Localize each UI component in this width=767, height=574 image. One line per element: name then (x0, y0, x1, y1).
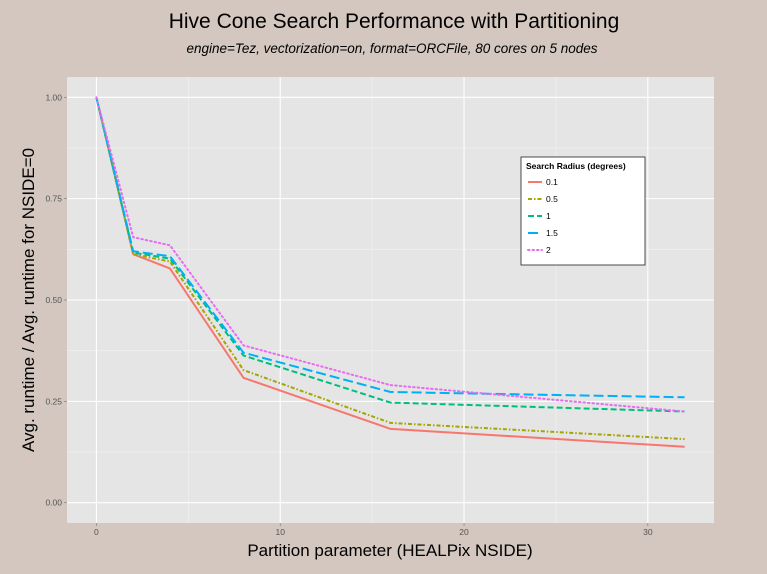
x-tick-label: 0 (94, 527, 99, 537)
legend-title: Search Radius (degrees) (526, 161, 626, 171)
legend-label: 0.5 (546, 194, 558, 204)
series-line-1-5 (95, 97, 685, 399)
x-tick-label: 10 (275, 527, 285, 537)
legend-label: 0.1 (546, 177, 558, 187)
series-lines (95, 96, 686, 448)
x-tick-label: 30 (643, 527, 653, 537)
x-axis: 0 10 20 30 (94, 523, 653, 537)
grid-major (67, 77, 714, 523)
x-tick-label: 20 (459, 527, 469, 537)
y-tick-label: 0.00 (45, 498, 62, 508)
series-line-2 (95, 96, 686, 413)
x-axis-title: Partition parameter (HEALPix NSIDE) (247, 541, 532, 560)
y-tick-label: 0.50 (45, 295, 62, 305)
legend-box (520, 156, 646, 266)
y-axis-title: Avg. runtime / Avg. runtime for NSIDE=0 (19, 148, 38, 452)
legend-label: 1 (546, 211, 551, 221)
legend-label: 2 (546, 245, 551, 255)
series-line-1 (95, 97, 685, 413)
legend-label: 1.5 (546, 228, 558, 238)
chart-title: Hive Cone Search Performance with Partit… (169, 10, 620, 33)
chart-subtitle: engine=Tez, vectorization=on, format=ORC… (186, 41, 597, 56)
y-tick-label: 1.00 (45, 92, 62, 102)
y-tick-label: 0.75 (45, 194, 62, 204)
y-axis: 0.00 0.25 0.50 0.75 1.00 (45, 92, 67, 508)
legend: Search Radius (degrees) 0.1 0.5 1 1.5 2 (520, 156, 646, 266)
y-tick-label: 0.25 (45, 396, 62, 406)
